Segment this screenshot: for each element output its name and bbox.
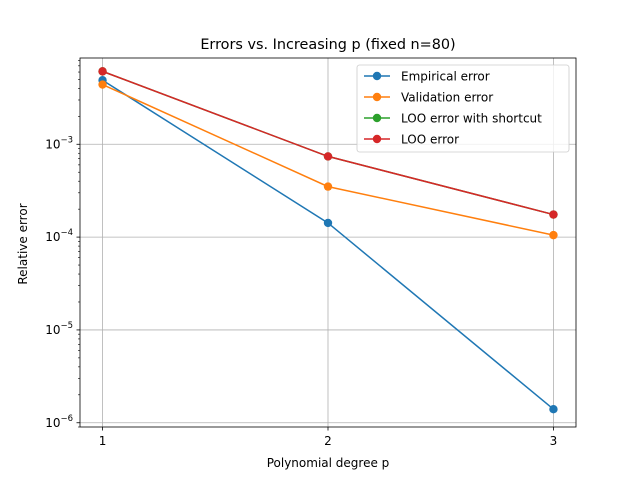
y-tick-label: 10−5 [45,321,73,337]
x-axis-label: Polynomial degree p [267,456,390,470]
data-point [98,67,107,76]
data-point [549,210,558,219]
legend-box [356,64,570,153]
legend-marker [372,113,382,123]
data-point [323,152,333,161]
y-tick-label: 10−6 [45,414,73,430]
data-point [549,230,558,240]
legend-label: Validation error [401,91,493,105]
chart-title: Errors vs. Increasing p (fixed n=80) [200,37,455,53]
data-point [98,80,107,89]
legend-marker [372,92,382,102]
y-axis-label: Relative error [16,203,30,284]
x-axis-ticks: 1 2 3 [99,427,558,448]
legend: Empirical error Validation error LOO error… [356,64,570,153]
data-point [549,404,558,414]
data-point [323,182,333,191]
x-tick-label: 3 [550,434,558,448]
y-tick-label: 10−3 [45,135,73,151]
legend-label: Empirical error [401,70,490,84]
legend-marker [372,71,382,81]
x-tick-label: 2 [324,434,332,448]
y-tick-label: 10−4 [45,228,73,244]
legend-marker [372,134,382,144]
data-point [323,218,333,228]
y-axis-ticks: 10−6 10−5 10−4 10−3 [45,60,80,430]
x-tick-label: 1 [99,434,107,448]
legend-label: LOO error [401,133,459,147]
legend-label: LOO error with shortcut [401,112,542,126]
series-lines [98,67,558,414]
